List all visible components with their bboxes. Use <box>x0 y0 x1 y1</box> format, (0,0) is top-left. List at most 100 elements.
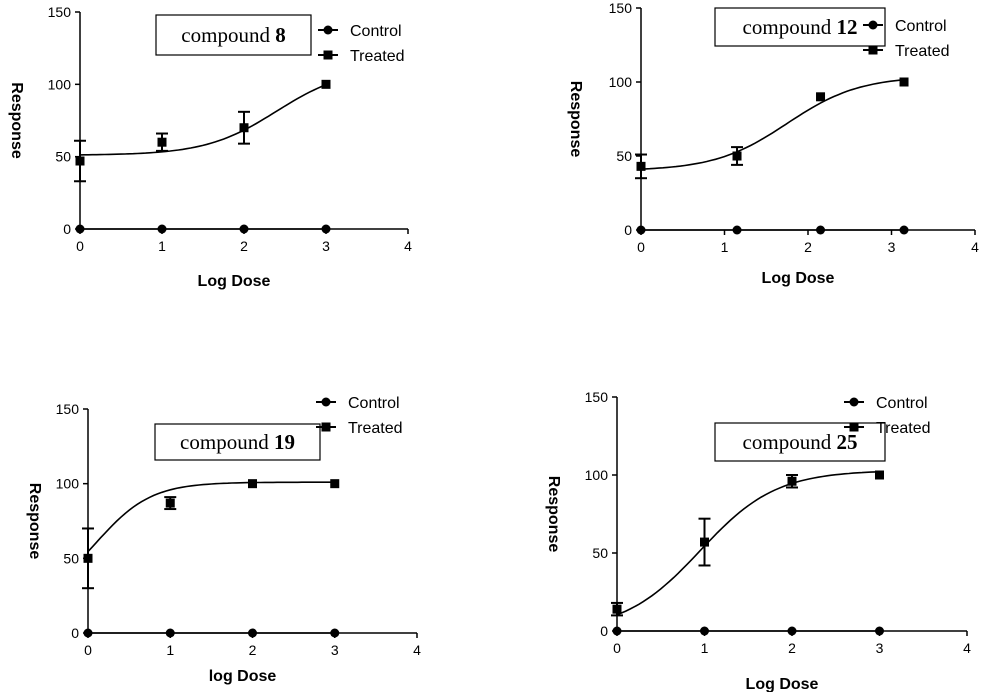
y-tick-label: 150 <box>48 4 72 20</box>
y-tick-label: 0 <box>63 221 71 237</box>
legend-label: Treated <box>348 420 403 437</box>
legend-label: Control <box>876 395 928 412</box>
legend-label: Control <box>895 18 947 35</box>
x-axis-label: Log Dose <box>762 270 835 287</box>
x-tick-label: 1 <box>158 238 166 254</box>
x-tick-label: 1 <box>701 640 709 656</box>
x-tick-label: 3 <box>876 640 884 656</box>
legend-label: Control <box>350 23 402 40</box>
control-point <box>700 626 709 636</box>
x-tick-label: 0 <box>613 640 621 656</box>
legend-marker-circle <box>323 25 333 35</box>
x-tick-label: 2 <box>240 238 248 254</box>
x-tick-label: 4 <box>963 640 971 656</box>
x-tick-label: 2 <box>788 640 796 656</box>
legend-marker-square <box>323 50 333 60</box>
legend-label: Treated <box>876 420 931 437</box>
y-tick-label: 50 <box>616 148 632 164</box>
compound-title-number: 25 <box>836 430 857 454</box>
x-axis-label: Log Dose <box>198 273 271 290</box>
control-point <box>732 225 742 235</box>
treated-point <box>787 476 797 486</box>
compound-title-box <box>714 7 886 47</box>
control-point <box>899 225 909 235</box>
y-tick-label: 50 <box>55 149 71 165</box>
control-point <box>75 224 85 234</box>
control-point <box>239 224 249 234</box>
treated-fit-curve <box>640 78 905 170</box>
compound-title: compound 12 <box>743 15 858 39</box>
x-tick-label: 4 <box>413 642 421 658</box>
y-tick-label: 50 <box>592 545 608 561</box>
x-tick-label: 4 <box>404 238 412 254</box>
x-tick-label: 0 <box>637 239 645 255</box>
control-point <box>157 224 167 234</box>
legend-marker-circle <box>321 397 331 407</box>
compound-title-number: 8 <box>275 23 286 47</box>
treated-point <box>330 479 340 489</box>
treated-point <box>875 470 884 480</box>
x-tick-label: 2 <box>804 239 812 255</box>
compound-title-prefix: compound <box>181 23 270 47</box>
compound-title-prefix: compound <box>743 15 832 39</box>
y-tick-label: 100 <box>48 76 72 92</box>
x-axis-label: Log Dose <box>746 676 819 692</box>
treated-point <box>83 553 93 563</box>
x-tick-label: 2 <box>249 642 257 658</box>
treated-point <box>239 123 249 133</box>
legend-marker-circle <box>849 397 859 407</box>
compound-title-number: 19 <box>274 430 295 454</box>
legend-marker-square <box>868 45 878 55</box>
x-tick-label: 1 <box>166 642 174 658</box>
chart-panel-3: 0 1 2 3 4 0 50 100 150 log Dose Response compound 1… <box>26 395 421 685</box>
y-axis-label: Response <box>545 476 562 553</box>
chart-panel-4: 0 1 2 3 4 0 50 100 150 Log Dose Response compound 2… <box>545 389 971 693</box>
legend-label: Treated <box>350 48 405 65</box>
control-point <box>321 224 331 234</box>
control-point <box>83 628 93 638</box>
control-point <box>248 628 257 638</box>
y-tick-label: 0 <box>71 625 79 641</box>
y-tick-label: 100 <box>609 74 633 90</box>
control-point <box>330 628 340 638</box>
legend-marker-square <box>321 422 331 432</box>
y-axis-label: Response <box>567 81 584 158</box>
treated-point <box>636 161 646 171</box>
y-tick-label: 50 <box>63 550 79 566</box>
control-point <box>816 225 826 235</box>
treated-point <box>75 156 85 166</box>
compound-title-number: 12 <box>836 15 857 39</box>
control-point <box>875 626 884 636</box>
treated-point <box>165 498 175 508</box>
x-tick-label: 3 <box>331 642 339 658</box>
treated-point <box>899 77 909 87</box>
compound-title: compound 25 <box>743 430 858 454</box>
treated-point <box>816 92 826 102</box>
compound-title-box <box>155 14 312 56</box>
y-tick-label: 100 <box>585 467 609 483</box>
control-point <box>787 626 797 636</box>
compound-title-prefix: compound <box>180 430 269 454</box>
x-tick-label: 0 <box>76 238 84 254</box>
y-axis-label: Response <box>8 82 25 159</box>
treated-point <box>248 479 257 489</box>
x-tick-label: 3 <box>322 238 330 254</box>
control-point <box>165 628 175 638</box>
x-axis-label: log Dose <box>209 668 277 685</box>
y-tick-label: 150 <box>585 389 609 405</box>
control-point <box>612 626 622 636</box>
treated-point <box>321 79 331 89</box>
y-tick-label: 0 <box>600 623 608 639</box>
x-tick-label: 3 <box>888 239 896 255</box>
legend-marker-square <box>849 422 859 432</box>
y-tick-label: 0 <box>624 222 632 238</box>
treated-point <box>157 137 167 147</box>
compound-title: compound 8 <box>181 23 285 47</box>
treated-fit-curve <box>79 83 327 156</box>
x-tick-label: 1 <box>721 239 729 255</box>
legend-label: Control <box>348 395 400 412</box>
legend-marker-circle <box>868 20 878 30</box>
x-tick-label: 0 <box>84 642 92 658</box>
